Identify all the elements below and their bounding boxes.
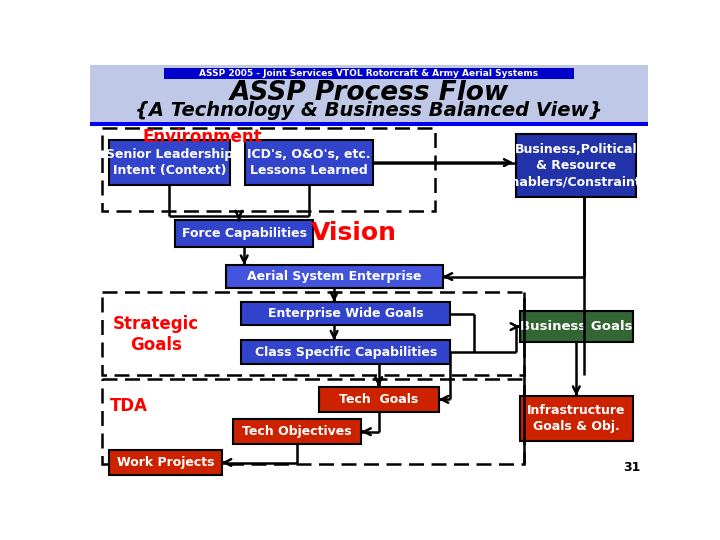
Bar	[175, 220, 313, 247]
Text: Tech  Goals: Tech Goals	[339, 393, 418, 406]
Bar	[90, 122, 648, 126]
Text: Business Goals: Business Goals	[520, 320, 633, 333]
Bar	[163, 68, 575, 79]
Text: 31: 31	[623, 462, 640, 475]
Text: ASSP Process Flow: ASSP Process Flow	[230, 80, 508, 106]
Text: Aerial System Enterprise: Aerial System Enterprise	[247, 270, 421, 283]
Bar	[245, 140, 373, 185]
Text: Infrastructure
Goals & Obj.: Infrastructure Goals & Obj.	[527, 404, 626, 433]
Bar	[102, 292, 524, 375]
Bar	[102, 379, 524, 464]
Text: Force Capabilities: Force Capabilities	[181, 227, 307, 240]
Text: Environment: Environment	[143, 128, 262, 146]
Text: Business,Political
& Resource
Enablers/Constraints: Business,Political & Resource Enablers/C…	[503, 143, 649, 188]
Text: {A Technology & Business Balanced View}: {A Technology & Business Balanced View}	[135, 102, 603, 120]
Bar	[520, 311, 632, 342]
Text: Vision: Vision	[310, 221, 397, 245]
Bar	[109, 450, 222, 475]
Bar	[241, 302, 451, 325]
Text: ASSP 2005 - Joint Services VTOL Rotorcraft & Army Aerial Systems: ASSP 2005 - Joint Services VTOL Rotorcra…	[199, 69, 539, 78]
Bar	[319, 387, 438, 412]
Bar	[109, 140, 230, 185]
Bar	[102, 128, 435, 211]
Bar	[520, 396, 632, 441]
Bar	[90, 65, 648, 123]
Text: Tech Objectives: Tech Objectives	[243, 425, 352, 438]
Text: TDA: TDA	[109, 397, 148, 415]
Text: Class Specific Capabilities: Class Specific Capabilities	[255, 346, 437, 359]
Text: Strategic
Goals: Strategic Goals	[113, 315, 199, 354]
Text: Work Projects: Work Projects	[117, 456, 215, 469]
Bar	[516, 134, 636, 197]
Bar	[241, 340, 451, 363]
Bar	[225, 265, 443, 288]
Text: ICD's, O&O's, etc.
Lessons Learned: ICD's, O&O's, etc. Lessons Learned	[247, 148, 371, 177]
Text: Enterprise Wide Goals: Enterprise Wide Goals	[268, 307, 423, 320]
Bar	[233, 419, 361, 444]
Text: Senior Leadership
Intent (Context): Senior Leadership Intent (Context)	[106, 148, 233, 177]
